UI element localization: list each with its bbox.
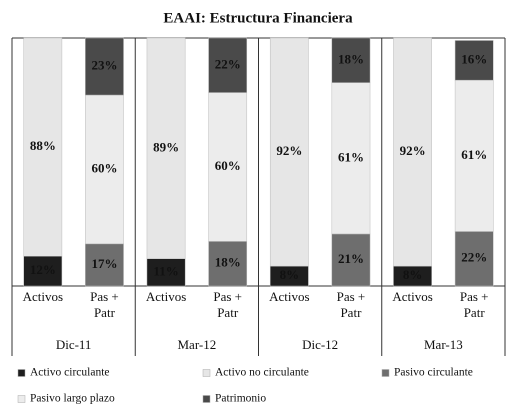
bar-segment	[23, 255, 63, 287]
bar-segment	[85, 37, 124, 96]
bar-segment	[208, 92, 248, 242]
legend-label: Activo circulante	[30, 367, 110, 379]
x-tick-label: Pas + Patr	[213, 289, 242, 320]
data-label: 8%	[403, 267, 423, 282]
group-label: Dic-12	[302, 337, 338, 352]
bar-segment	[331, 37, 371, 83]
bar-segment	[208, 241, 248, 287]
data-label: 23%	[91, 58, 117, 73]
x-tick-label: Activos	[23, 289, 63, 304]
bar-segment	[208, 37, 248, 93]
data-label: 18%	[338, 51, 364, 66]
data-label: 61%	[461, 147, 487, 162]
bar-segment	[454, 79, 494, 232]
data-label: 18%	[215, 255, 241, 270]
legend-swatch	[381, 369, 390, 377]
x-tick-label: Pas + Patr	[90, 289, 119, 320]
bar-segment	[85, 243, 124, 287]
data-label: 12%	[30, 262, 56, 277]
group-label: Mar-12	[178, 337, 217, 352]
data-label: 60%	[215, 158, 241, 173]
x-tick-label: Pas + Patr	[460, 289, 489, 320]
bar-segment	[85, 94, 124, 245]
x-tick-label: Activos	[392, 289, 432, 304]
data-label: 16%	[461, 51, 487, 66]
bar-segment	[23, 37, 63, 257]
data-label: 60%	[91, 160, 117, 175]
bar-segment	[454, 40, 494, 81]
legend-label: Pasivo largo plazo	[30, 393, 115, 405]
data-label: 11%	[153, 263, 178, 278]
x-tick-label: Activos	[269, 289, 309, 304]
data-label: 22%	[461, 250, 487, 265]
data-label: 89%	[153, 139, 179, 154]
legend-swatch	[17, 395, 26, 403]
data-label: 8%	[280, 267, 300, 282]
bar-segment	[146, 37, 186, 259]
bar-segment	[331, 233, 371, 287]
data-label: 92%	[276, 143, 302, 158]
data-label: 92%	[400, 143, 426, 158]
group-label: Dic-11	[56, 337, 92, 352]
legend-label: Pasivo circulante	[394, 367, 473, 379]
x-tick-label: Activos	[146, 289, 186, 304]
data-label: 61%	[338, 149, 364, 164]
legend-swatch	[202, 369, 211, 377]
legend-label: Activo no circulante	[215, 367, 309, 379]
bar-segment	[454, 231, 494, 287]
legend-swatch	[17, 369, 26, 377]
bar-segment	[146, 258, 186, 287]
group-label: Mar-13	[424, 337, 463, 352]
x-tick-label: Pas + Patr	[337, 289, 366, 320]
bar-segment	[269, 37, 309, 267]
bar-segment	[393, 37, 432, 267]
legend-swatch	[202, 395, 211, 403]
data-label: 22%	[215, 56, 241, 71]
legend-label: Patrimonio	[215, 393, 266, 405]
data-label: 88%	[30, 138, 56, 153]
bar-segment	[331, 82, 371, 235]
chart-title: EAAI: Estructura Financiera	[163, 10, 353, 26]
data-label: 17%	[91, 256, 117, 271]
data-label: 21%	[338, 251, 364, 266]
